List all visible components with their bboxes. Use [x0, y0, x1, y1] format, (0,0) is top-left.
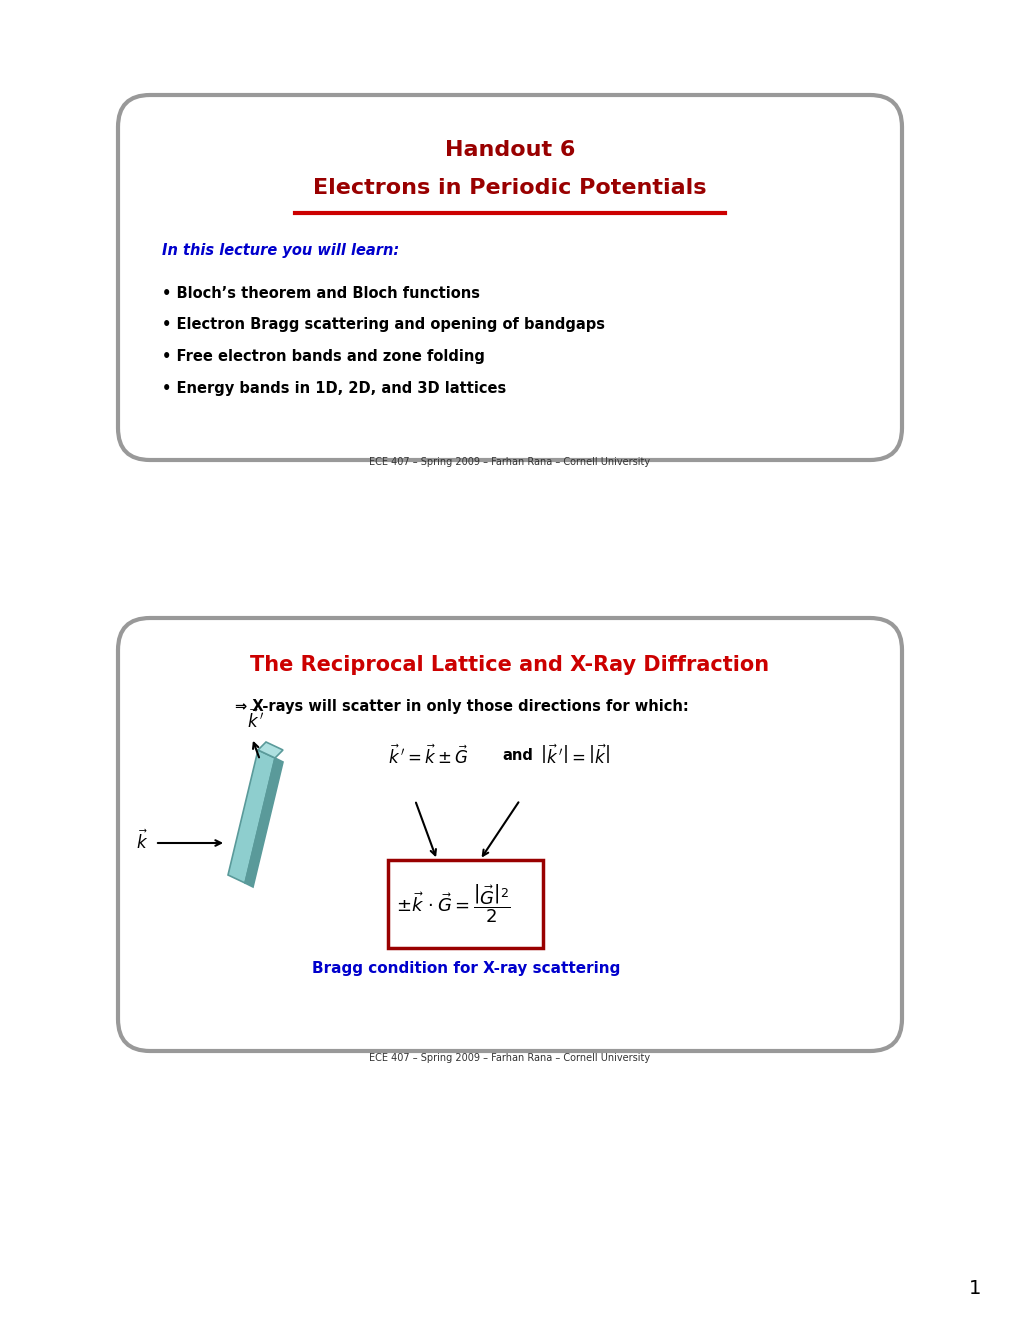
Text: $\vec{k}\,'$: $\vec{k}\,'$	[247, 709, 265, 733]
Text: • Electron Bragg scattering and opening of bandgaps: • Electron Bragg scattering and opening …	[162, 318, 604, 333]
Text: $\vec{k}\,'= \vec{k}\pm\vec{G}$: $\vec{k}\,'= \vec{k}\pm\vec{G}$	[387, 744, 469, 768]
Polygon shape	[258, 742, 282, 758]
Text: ⇒ X-rays will scatter in only those directions for which:: ⇒ X-rays will scatter in only those dire…	[235, 700, 688, 714]
FancyBboxPatch shape	[118, 95, 901, 459]
FancyBboxPatch shape	[118, 618, 901, 1051]
Text: 1: 1	[968, 1279, 980, 1298]
Text: $\pm\vec{k}\,\cdot\vec{G} = \dfrac{\left|\vec{G}\right|^2}{2}$: $\pm\vec{k}\,\cdot\vec{G} = \dfrac{\left…	[395, 883, 511, 925]
Text: • Free electron bands and zone folding: • Free electron bands and zone folding	[162, 350, 484, 364]
Text: Handout 6: Handout 6	[444, 140, 575, 160]
Text: Bragg condition for X-ray scattering: Bragg condition for X-ray scattering	[312, 961, 620, 975]
Text: Electrons in Periodic Potentials: Electrons in Periodic Potentials	[313, 178, 706, 198]
Text: $\vec{k}$: $\vec{k}$	[136, 829, 148, 853]
Polygon shape	[228, 750, 275, 883]
Text: $\left|\vec{k}\,'\right|=\left|\vec{k}\right|$: $\left|\vec{k}\,'\right|=\left|\vec{k}\r…	[539, 744, 609, 768]
Text: ECE 407 – Spring 2009 – Farhan Rana – Cornell University: ECE 407 – Spring 2009 – Farhan Rana – Co…	[369, 457, 650, 467]
Text: The Reciprocal Lattice and X-Ray Diffraction: The Reciprocal Lattice and X-Ray Diffrac…	[251, 655, 768, 675]
Text: and: and	[501, 748, 532, 763]
Text: • Energy bands in 1D, 2D, and 3D lattices: • Energy bands in 1D, 2D, and 3D lattice…	[162, 381, 505, 396]
Text: ECE 407 – Spring 2009 – Farhan Rana – Cornell University: ECE 407 – Spring 2009 – Farhan Rana – Co…	[369, 1053, 650, 1063]
Polygon shape	[245, 758, 282, 887]
Text: • Bloch’s theorem and Bloch functions: • Bloch’s theorem and Bloch functions	[162, 285, 480, 301]
Text: In this lecture you will learn:: In this lecture you will learn:	[162, 243, 398, 257]
FancyBboxPatch shape	[387, 861, 542, 948]
